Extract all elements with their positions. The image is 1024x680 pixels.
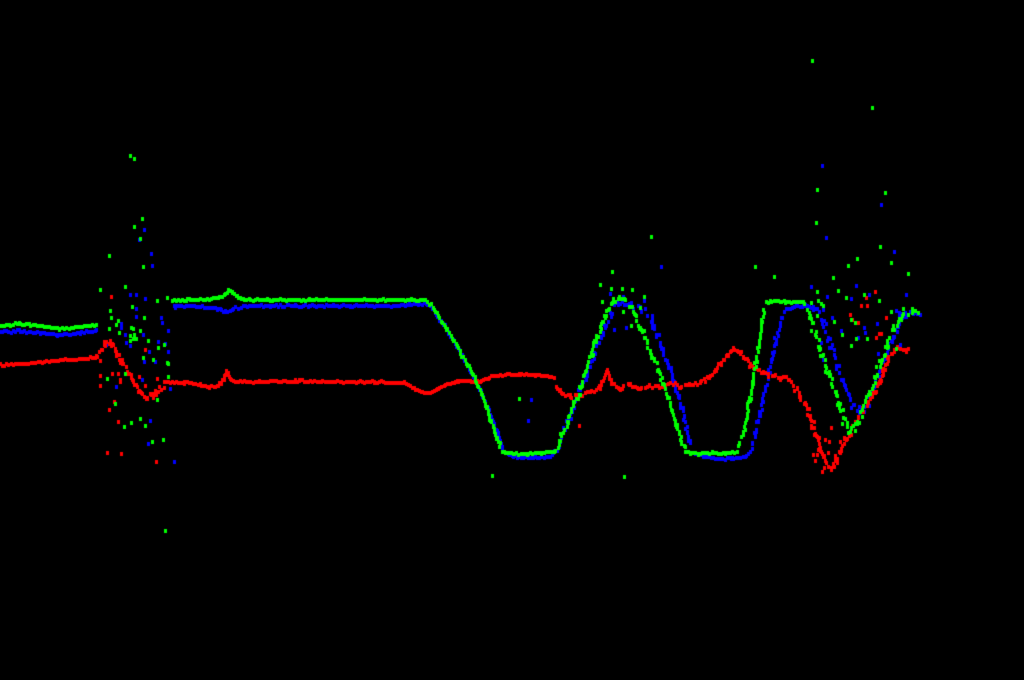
plot-area (0, 0, 1024, 680)
scatter-plot-canvas (0, 0, 1024, 680)
